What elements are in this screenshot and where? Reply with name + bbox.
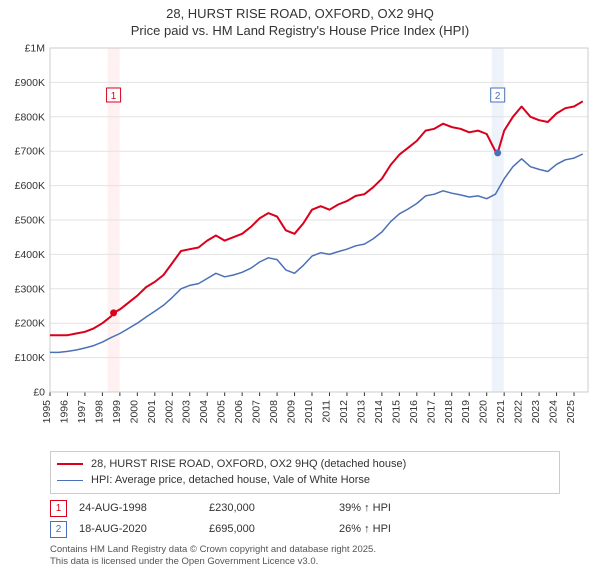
svg-text:£800K: £800K [15,111,45,123]
chart-title: 28, HURST RISE ROAD, OXFORD, OX2 9HQ Pri… [0,0,600,42]
svg-text:£0: £0 [33,386,45,398]
svg-text:£700K: £700K [15,145,45,157]
svg-text:1999: 1999 [111,400,123,424]
svg-text:2017: 2017 [425,400,437,424]
svg-text:£1M: £1M [25,42,45,54]
sale-row: 2 18-AUG-2020£695,00026% ↑ HPI [50,519,560,540]
legend-label: 28, HURST RISE ROAD, OXFORD, OX2 9HQ (de… [91,456,406,473]
svg-text:2010: 2010 [303,400,315,424]
sale-hpi-diff: 39% ↑ HPI [339,502,469,514]
legend-item: 28, HURST RISE ROAD, OXFORD, OX2 9HQ (de… [57,456,553,473]
legend-label: HPI: Average price, detached house, Vale… [91,472,370,489]
svg-text:2014: 2014 [373,400,385,424]
svg-text:2003: 2003 [181,400,193,424]
svg-text:2004: 2004 [198,400,210,424]
svg-text:2002: 2002 [163,400,175,424]
svg-text:£900K: £900K [15,77,45,89]
svg-text:£200K: £200K [15,317,45,329]
svg-text:1998: 1998 [93,400,105,424]
footer-attribution: Contains HM Land Registry data © Crown c… [50,544,560,568]
svg-text:£600K: £600K [15,180,45,192]
svg-text:1996: 1996 [58,400,70,424]
title-line-2: Price paid vs. HM Land Registry's House … [0,23,600,40]
svg-text:£500K: £500K [15,214,45,226]
svg-text:2024: 2024 [548,400,560,424]
sale-marker-dot [494,149,501,156]
sale-date: 18-AUG-2020 [79,523,209,535]
legend-swatch [57,463,83,465]
sale-marker-dot [110,309,117,316]
svg-text:2025: 2025 [565,400,577,424]
svg-text:2012: 2012 [338,400,350,424]
footer-line-1: Contains HM Land Registry data © Crown c… [50,544,560,556]
svg-text:2021: 2021 [495,400,507,424]
svg-text:2001: 2001 [146,400,158,424]
sale-badge: 1 [50,500,67,517]
svg-text:2008: 2008 [268,400,280,424]
svg-text:1997: 1997 [76,400,88,424]
sale-row: 1 24-AUG-1998£230,00039% ↑ HPI [50,498,560,519]
sale-hpi-diff: 26% ↑ HPI [339,523,469,535]
legend-swatch [57,480,83,481]
sale-price: £230,000 [209,502,339,514]
sale-badge: 2 [50,521,67,538]
sale-date: 24-AUG-1998 [79,502,209,514]
svg-text:2018: 2018 [443,400,455,424]
svg-text:2022: 2022 [513,400,525,424]
svg-text:£400K: £400K [15,249,45,261]
footer-line-2: This data is licensed under the Open Gov… [50,556,560,568]
svg-text:2020: 2020 [478,400,490,424]
svg-text:2007: 2007 [251,400,263,424]
svg-text:£300K: £300K [15,283,45,295]
title-line-1: 28, HURST RISE ROAD, OXFORD, OX2 9HQ [0,6,600,23]
svg-text:2023: 2023 [530,400,542,424]
line-chart-svg: £0 £100K £200K £300K £400K £500K £600K £700K £80… [0,42,600,447]
svg-text:2013: 2013 [355,400,367,424]
sale-marker-number: 1 [111,91,117,102]
svg-text:£100K: £100K [15,352,45,364]
svg-text:2016: 2016 [408,400,420,424]
sales-list: 1 24-AUG-1998£230,00039% ↑ HPI 2 18-AUG-202… [50,498,560,540]
svg-text:2011: 2011 [320,400,332,423]
svg-text:2019: 2019 [460,400,472,424]
svg-text:1995: 1995 [41,400,53,424]
svg-text:2000: 2000 [128,400,140,424]
svg-text:2006: 2006 [233,400,245,424]
svg-text:2005: 2005 [216,400,228,424]
legend-box: 28, HURST RISE ROAD, OXFORD, OX2 9HQ (de… [50,451,560,494]
sale-marker-number: 2 [495,91,501,102]
svg-text:2015: 2015 [390,400,402,424]
legend-item: HPI: Average price, detached house, Vale… [57,472,553,489]
sale-price: £695,000 [209,523,339,535]
svg-text:2009: 2009 [286,400,298,424]
chart-area: £0 £100K £200K £300K £400K £500K £600K £700K £80… [0,42,600,447]
